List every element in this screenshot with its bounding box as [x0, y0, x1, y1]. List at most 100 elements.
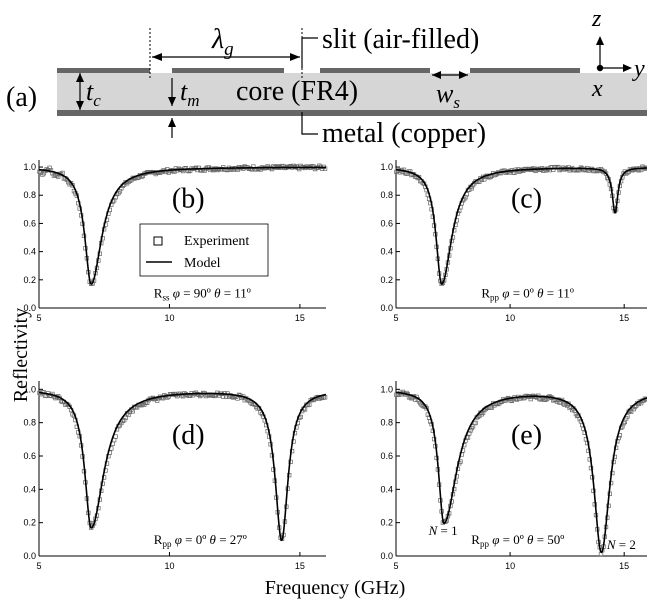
experiment-point — [139, 403, 144, 408]
experiment-point — [307, 402, 312, 407]
legend: Experiment Model — [139, 223, 269, 277]
experiment-point — [305, 164, 311, 169]
y-tick-label: 1.0 — [380, 384, 393, 394]
experiment-point — [122, 418, 127, 423]
y-tick-label: 0.0 — [23, 551, 36, 561]
tc-label: tc — [86, 77, 101, 110]
x-tick-label: 15 — [619, 561, 629, 571]
experiment-point — [479, 412, 484, 417]
experiment-point — [126, 412, 131, 418]
y-tick-label: 0.0 — [380, 303, 393, 313]
experiment-point — [221, 165, 226, 170]
chart-panel: 0.0 0.2 0.4 0.6 0.8 1.0 5 10 15 (e) Rpp φ = 0º θ =… — [380, 381, 647, 571]
y-tick-label: 0.0 — [380, 551, 393, 561]
experiment-point — [51, 173, 57, 178]
core-layer — [57, 73, 647, 112]
experiment-series — [37, 390, 328, 541]
condition-annotation: Rss φ = 90º θ = 11º — [154, 286, 251, 303]
y-tick-label: 0.2 — [23, 518, 36, 528]
chart-panel: 0.0 0.2 0.4 0.6 0.8 1.0 5 10 15 (b) Rss φ = 90º θ … — [23, 160, 328, 323]
x-axis-label: x — [591, 76, 603, 102]
x-tick-label: 10 — [164, 561, 174, 571]
experiment-point — [40, 172, 45, 177]
experiment-point — [134, 405, 140, 410]
lambda-arrowhead-right — [290, 53, 300, 61]
tc-arrowhead-top — [76, 73, 84, 82]
top-metal-strip — [172, 68, 284, 73]
legend-label-experiment: Experiment — [184, 234, 249, 249]
experiment-point — [480, 410, 486, 416]
experiment-point — [473, 420, 478, 426]
experiment-point — [603, 171, 609, 176]
x-tick-label: 15 — [295, 313, 305, 323]
y-tick-label: 0.8 — [23, 190, 36, 200]
z-axis-label: z — [591, 6, 602, 32]
experiment-point — [488, 405, 493, 410]
experiment-point — [628, 409, 634, 414]
x-tick-label: 5 — [393, 313, 398, 323]
experiment-point — [482, 177, 487, 182]
experiment-point — [117, 189, 123, 194]
experiment-point — [528, 396, 533, 402]
tm-arrowhead-top — [168, 97, 176, 106]
x-axis-dot — [596, 64, 604, 72]
x-tick-label: 10 — [505, 561, 515, 571]
y-tick-label: 0.2 — [23, 275, 36, 285]
experiment-point — [575, 413, 580, 419]
y-tick-label: 0.4 — [380, 247, 393, 257]
y-axis-label: y — [632, 56, 645, 82]
x-tick-label: 5 — [393, 561, 398, 571]
experiment-point — [308, 398, 313, 403]
experiment-point — [542, 397, 547, 403]
panel-label-a: (a) — [6, 82, 37, 113]
experiment-point — [562, 167, 567, 172]
mode-label: N = 1 — [428, 523, 458, 538]
model-line — [395, 391, 647, 554]
y-tick-label: 0.6 — [23, 451, 36, 461]
experiment-point — [489, 405, 494, 410]
x-tick-label: 10 — [505, 313, 515, 323]
tc-arrowhead-bottom — [76, 101, 84, 110]
condition-annotation: Rpp φ = 0º θ = 11º — [481, 286, 574, 303]
experiment-point — [56, 174, 61, 179]
y-tick-label: 0.6 — [380, 218, 393, 228]
experiment-point — [63, 402, 68, 407]
model-line — [38, 166, 326, 285]
bottom-metal-layer — [57, 110, 647, 116]
top-metal-strip — [320, 68, 430, 73]
experiment-point — [89, 281, 94, 287]
panel-label: (d) — [172, 420, 205, 451]
y-tick-label: 0.2 — [380, 518, 393, 528]
y-tick-label: 1.0 — [380, 162, 393, 172]
panel-label: (c) — [511, 183, 542, 214]
schematic-panel-a: λg slit (air-filled) (a) tc tm core (FR4… — [6, 6, 647, 149]
y-axis-arrowhead — [623, 64, 632, 72]
legend-box — [139, 223, 269, 277]
experiment-point — [130, 409, 135, 414]
condition-annotation: Rpp φ = 0º θ = 50º — [471, 532, 564, 549]
experiment-point — [41, 171, 46, 176]
z-axis-arrowhead — [596, 36, 604, 45]
experiment-point — [639, 400, 644, 406]
x-tick-label: 10 — [164, 313, 174, 323]
legend-marker-experiment — [153, 236, 163, 246]
panel-label: (b) — [172, 183, 205, 214]
top-metal-strip — [470, 68, 580, 73]
experiment-point — [123, 415, 128, 421]
slit-leader-line — [301, 37, 318, 68]
x-tick-label: 15 — [619, 313, 629, 323]
experiment-point — [155, 398, 160, 403]
metal-label: metal (copper) — [322, 118, 486, 149]
y-tick-label: 0.6 — [380, 451, 393, 461]
y-axis-title: Reflectivity — [10, 308, 32, 402]
ws-arrowhead-right — [459, 71, 468, 79]
y-tick-label: 0.0 — [23, 303, 36, 313]
experiment-point — [140, 402, 145, 407]
experiment-point — [302, 407, 308, 412]
mode-label: N = 2 — [606, 537, 636, 552]
lambda-arrowhead-left — [152, 53, 162, 61]
slit-label: slit (air-filled) — [322, 24, 479, 55]
y-tick-label: 0.4 — [380, 484, 393, 494]
experiment-point — [495, 401, 501, 407]
